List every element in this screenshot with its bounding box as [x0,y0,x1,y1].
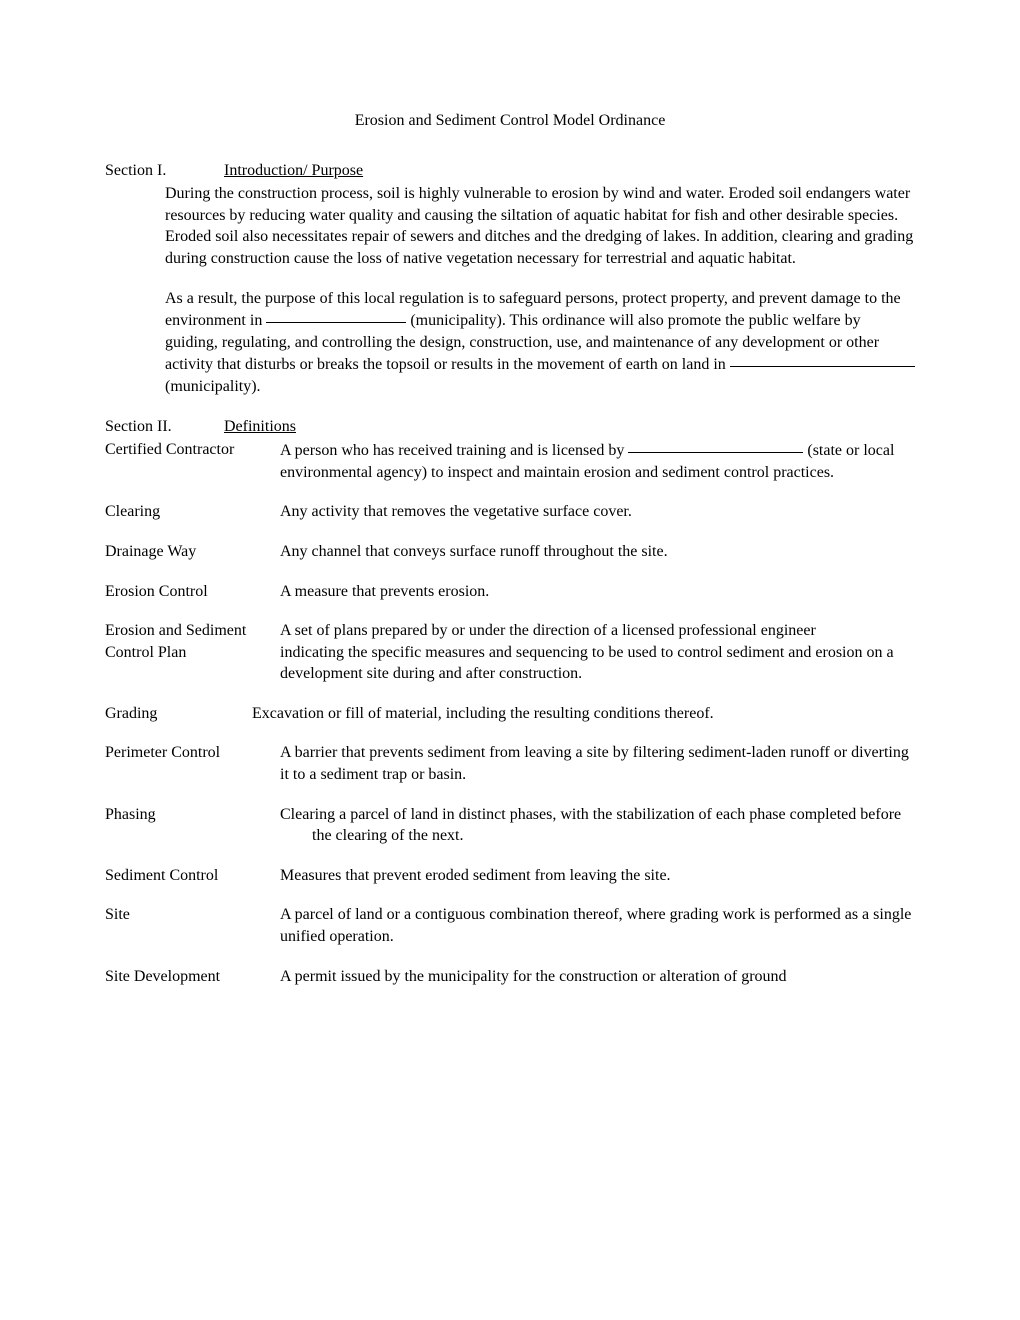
def-body: A parcel of land or a contiguous combina… [280,904,915,947]
section-1-label: Section I. [105,160,220,182]
def-esc-plan-row1: Erosion and Sediment A set of plans prep… [105,620,915,642]
def-body: A barrier that prevents sediment from le… [280,742,915,785]
def-body: indicating the specific measures and seq… [280,642,915,685]
def-term: Control Plan [105,642,280,664]
def-body: A person who has received training and i… [280,439,915,483]
def-esc-plan-row2: Control Plan indicating the specific mea… [105,642,915,685]
blank-municipality-2 [730,351,915,367]
def-body-a: A person who has received training and i… [280,442,628,459]
def-term: Erosion Control [105,581,280,603]
def-body: A measure that prevents erosion. [280,581,915,603]
def-body: A set of plans prepared by or under the … [280,620,915,642]
section-2-title: Definitions [224,418,296,435]
section-2-header: Section II. Definitions [105,416,915,438]
def-term: Sediment Control [105,865,280,887]
def-clearing: Clearing Any activity that removes the v… [105,501,915,523]
blank-agency [628,437,803,453]
def-term: Site Development [105,966,280,988]
section-1-title: Introduction/ Purpose [224,162,363,179]
def-phasing: Phasing Clearing a parcel of land in dis… [105,804,915,847]
def-site-development: Site Development A permit issued by the … [105,966,915,988]
def-body: Any channel that conveys surface runoff … [280,541,915,563]
def-certified-contractor: Certified Contractor A person who has re… [105,439,915,483]
para2-text-c: (municipality). [165,378,261,395]
section-2-label: Section II. [105,416,220,438]
def-drainage-way: Drainage Way Any channel that conveys su… [105,541,915,563]
section-1-para-2: As a result, the purpose of this local r… [165,288,915,398]
def-grading: Grading Excavation or fill of material, … [105,703,915,725]
section-1-para-1: During the construction process, soil is… [165,183,915,269]
def-sediment-control: Sediment Control Measures that prevent e… [105,865,915,887]
def-term: Site [105,904,280,926]
def-body: Clearing a parcel of land in distinct ph… [280,804,915,847]
document-title: Erosion and Sediment Control Model Ordin… [105,110,915,132]
def-term: Perimeter Control [105,742,280,764]
def-term: Erosion and Sediment [105,620,280,642]
definitions-list: Certified Contractor A person who has re… [105,439,915,987]
section-1-header: Section I. Introduction/ Purpose [105,160,915,182]
def-term: Drainage Way [105,541,280,563]
def-erosion-control: Erosion Control A measure that prevents … [105,581,915,603]
def-term: Certified Contractor [105,439,280,461]
def-term: Clearing [105,501,280,523]
def-term: Phasing [105,804,280,826]
def-body: Any activity that removes the vegetative… [280,501,915,523]
def-body: A permit issued by the municipality for … [280,966,915,988]
def-body: Excavation or fill of material, includin… [252,703,915,725]
def-perimeter-control: Perimeter Control A barrier that prevent… [105,742,915,785]
def-site: Site A parcel of land or a contiguous co… [105,904,915,947]
def-body: Measures that prevent eroded sediment fr… [280,865,915,887]
blank-municipality-1 [266,307,406,323]
